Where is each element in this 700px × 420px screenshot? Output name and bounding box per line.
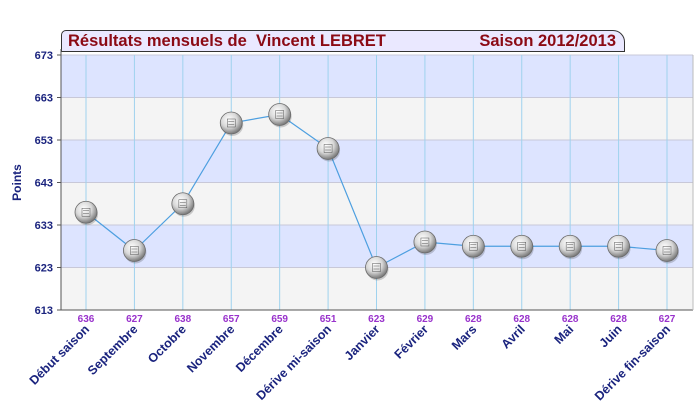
point-marker [219,111,243,135]
data-label: 623 [368,314,385,325]
point-marker [365,256,388,279]
point-marker [123,239,146,262]
point-marker [510,234,534,258]
point-logo [130,246,139,255]
data-point [268,103,292,128]
data-label: 636 [78,314,95,325]
y-tick-label: 663 [35,93,53,105]
data-point [74,200,98,226]
x-category-label: Juin [597,322,625,350]
x-category-label: Septembre [85,322,141,378]
point-logo [275,110,284,119]
x-category-label: Janvier [342,322,383,363]
point-logo [227,118,236,128]
data-point [219,111,244,136]
x-category-label: Décembre [233,322,286,375]
point-logo [662,246,672,255]
data-point [607,234,631,260]
x-category-label: Mars [449,322,480,353]
point-marker [558,234,582,258]
data-label: 627 [126,314,143,325]
data-point [171,192,195,217]
chart-title-box: Résultats mensuels de Vincent LEBRET Sai… [61,30,625,52]
x-category-label: Février [392,322,431,361]
point-marker [268,103,292,126]
data-label: 627 [659,314,676,325]
point-logo [81,208,91,217]
data-label: 659 [271,314,288,325]
data-label: 628 [465,314,482,325]
data-point [413,230,437,255]
data-label: 629 [417,314,434,325]
x-category-label: Avril [499,322,528,351]
point-marker [74,200,98,224]
y-tick-label: 623 [35,263,53,275]
x-category-label: Début saison [27,322,92,387]
data-label: 657 [223,314,240,325]
point-logo [614,242,623,251]
y-tick-label: 643 [35,178,53,190]
y-tick-label: 633 [35,220,53,232]
chart-title: Résultats mensuels de Vincent LEBRET [68,32,386,50]
data-point [510,234,534,260]
point-marker [655,239,679,262]
data-point [655,239,679,264]
point-marker [461,234,485,258]
point-logo [178,199,188,208]
y-tick-label: 673 [35,50,53,62]
chart-subtitle: Saison 2012/2013 [479,32,616,50]
data-label: 651 [320,314,337,325]
x-category-label: Mai [552,322,577,347]
data-label: 638 [174,314,191,325]
data-point [316,137,341,162]
data-point [461,234,486,260]
point-logo [469,242,478,251]
data-label: 628 [610,314,627,325]
data-point [365,256,389,281]
point-marker [171,192,195,216]
point-logo [565,242,575,251]
data-label: 628 [562,314,579,325]
x-category-label: Novembre [184,322,237,375]
data-label: 628 [513,314,530,325]
data-point [558,234,583,260]
point-logo [420,237,430,247]
point-logo [323,144,333,153]
point-logo [517,242,526,251]
point-marker [413,230,437,254]
point-marker [607,234,630,258]
y-axis-label: Points [10,164,24,201]
point-logo [372,263,381,272]
x-category-label: Octobre [145,322,189,366]
y-tick-label: 653 [35,135,53,147]
y-tick-label: 613 [35,305,53,317]
point-marker [316,137,340,160]
data-point [123,239,147,264]
